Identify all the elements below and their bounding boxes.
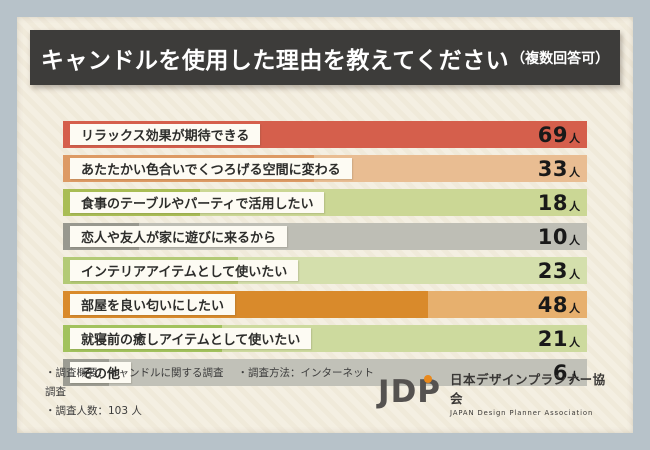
chart-title-suffix: （複数回答可） <box>511 50 610 67</box>
bar-value-number: 23 <box>537 258 568 283</box>
bar-row: インテリアアイテムとして使いたい 23 人 <box>63 257 587 284</box>
survey-note-line2: ・調査人数：103 人 <box>45 402 378 421</box>
bar-chart: リラックス効果が期待できる 69 人あたたかい色合いでくつろげる空間に変わる 33 人食… <box>63 121 587 393</box>
bar-value-number: 33 <box>537 156 568 181</box>
bar-value-unit: 人 <box>569 335 580 349</box>
chart-title: キャンドルを使用した理由を教えてください <box>40 47 510 74</box>
bar-value-unit: 人 <box>569 131 580 145</box>
bar-track <box>63 359 587 386</box>
survey-people: ・調査人数：103 人 <box>45 405 142 418</box>
bar-row: 食事のテーブルやパーティで活用したい 18 人 <box>63 189 587 216</box>
jdp-logo-accent-dot <box>424 375 433 384</box>
bar-value: 69 人 <box>538 121 580 148</box>
bar-row: その他 6 人 <box>63 359 587 386</box>
jdp-org-name-jp: 日本デザインプランナー協会 <box>450 371 606 406</box>
jdp-org-name-en: JAPAN Design Planner Association <box>450 408 594 417</box>
bar-row: 恋人や友人が家に遊びに来るから 10 人 <box>63 223 587 250</box>
bar-value-number: 10 <box>537 224 568 249</box>
bar-label: 就寝前の癒しアイテムとして使いたい <box>70 328 312 349</box>
bar-value-unit: 人 <box>569 199 580 213</box>
bar-value-number: 48 <box>537 292 568 317</box>
bar-value: 10 人 <box>538 223 580 250</box>
bar-row: リラックス効果が期待できる 69 人 <box>63 121 587 148</box>
jdp-logo-text: 日本デザインプランナー協会 JAPAN Design Planner Assoc… <box>450 369 607 417</box>
bar-value-unit: 人 <box>569 233 580 247</box>
survey-note-line1: ・調査概要：キャンドルに関する調査 ・調査方法：インターネット調査 <box>45 364 378 402</box>
bar-value-number: 6 <box>552 360 568 385</box>
bar-row: 部屋を良い匂いにしたい 48 人 <box>63 291 587 318</box>
bar-label: インテリアアイテムとして使いたい <box>70 260 299 281</box>
chart-title-bar: キャンドルを使用した理由を教えてください （複数回答可） <box>30 30 620 85</box>
bar-value-unit: 人 <box>569 267 580 281</box>
jdp-logo-mark: JDP <box>378 375 441 408</box>
poster-background: キャンドルを使用した理由を教えてください （複数回答可） リラックス効果が期待で… <box>17 17 633 433</box>
bar-value-number: 69 <box>537 122 568 147</box>
bar-label: 食事のテーブルやパーティで活用したい <box>70 192 325 213</box>
bar-label: 恋人や友人が家に遊びに来るから <box>70 226 288 247</box>
bar-row: あたたかい色合いでくつろげる空間に変わる 33 人 <box>63 155 587 182</box>
bar-value-unit: 人 <box>569 369 580 383</box>
footer: ・調査概要：キャンドルに関する調査 ・調査方法：インターネット調査 ・調査人数：1… <box>45 364 607 421</box>
survey-notes: ・調査概要：キャンドルに関する調査 ・調査方法：インターネット調査 ・調査人数：1… <box>45 364 378 421</box>
bar-label: リラックス効果が期待できる <box>70 124 261 145</box>
survey-overview: ・調査概要：キャンドルに関する調査 <box>45 367 224 380</box>
bar-label: その他 <box>70 362 132 383</box>
bar-value: 21 人 <box>538 325 580 352</box>
bar-value: 18 人 <box>538 189 580 216</box>
bar-value: 33 人 <box>538 155 580 182</box>
bar-value-number: 18 <box>537 190 568 215</box>
jdp-logo: JDP 日本デザインプランナー協会 JAPAN Design Planner A… <box>378 369 607 417</box>
bar-value-unit: 人 <box>569 165 580 179</box>
bar-label: 部屋を良い匂いにしたい <box>70 294 236 315</box>
bar-value-unit: 人 <box>569 301 580 315</box>
bar-value: 23 人 <box>538 257 580 284</box>
bar-row: 就寝前の癒しアイテムとして使いたい 21 人 <box>63 325 587 352</box>
survey-method: ・調査方法：インターネット調査 <box>45 367 374 399</box>
bar-value-number: 21 <box>537 326 568 351</box>
bar-label: あたたかい色合いでくつろげる空間に変わる <box>70 158 352 179</box>
bar-value: 48 人 <box>538 291 580 318</box>
